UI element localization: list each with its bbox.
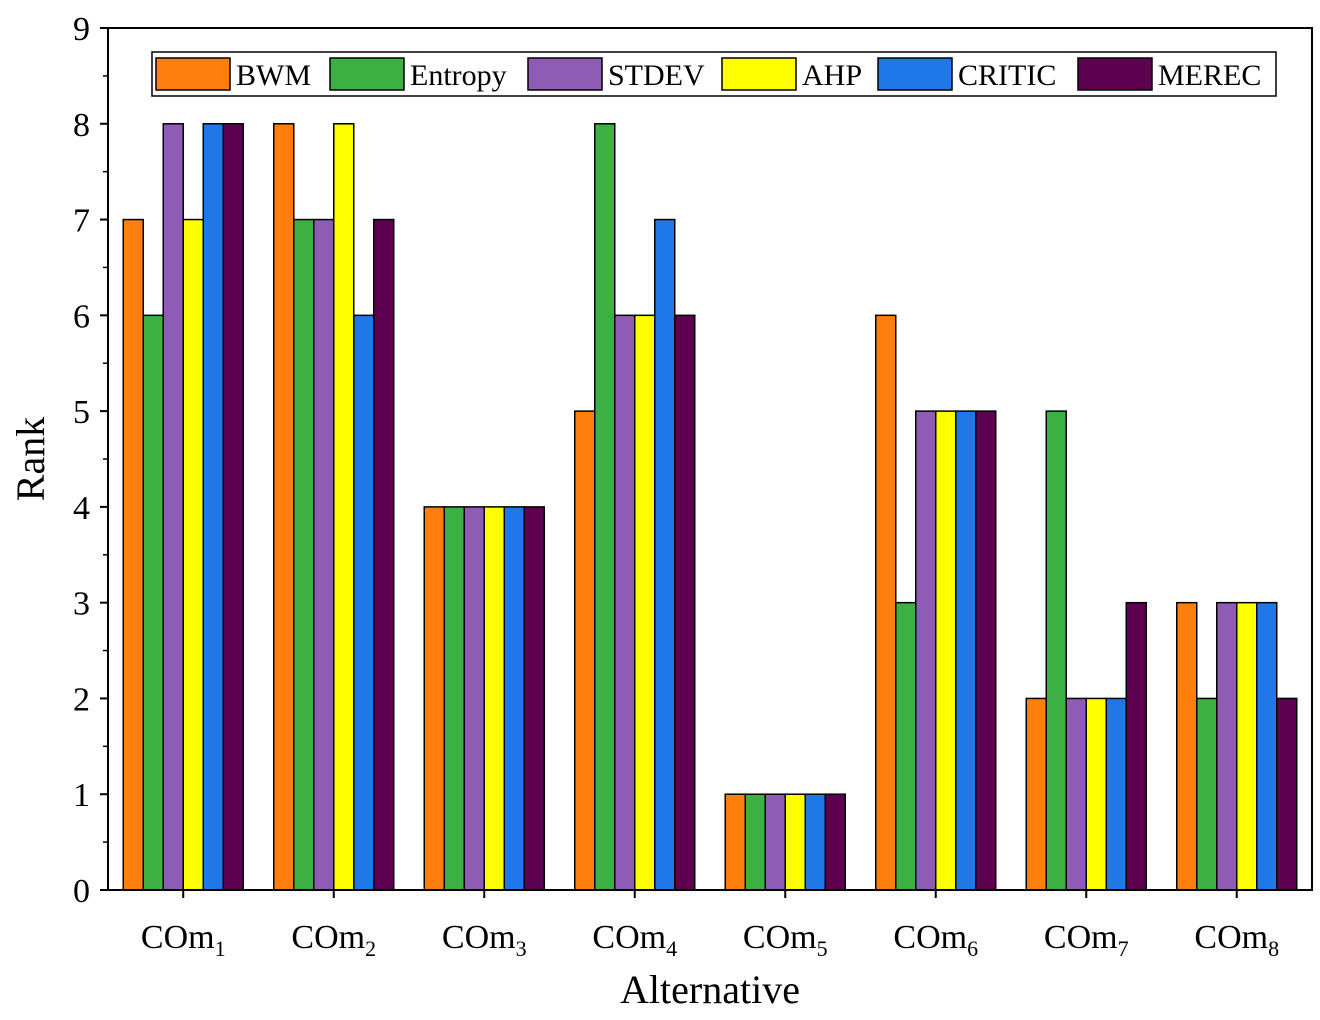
bar-merec-com1 [222, 123, 244, 891]
bar-stdev-com1 [162, 123, 184, 891]
x-axis: COm1 COm2 COm3 COm4 COm5 COm6 COm7 COm8 [141, 890, 1279, 961]
bar-ahp-com4 [634, 314, 656, 891]
bar-entropy-com7 [1045, 410, 1067, 891]
bar-stdev-com6 [915, 410, 937, 891]
bar-bwm-com3 [423, 506, 445, 891]
x-tick-label: COm7 [1044, 919, 1129, 961]
bar-bwm-com8 [1176, 601, 1198, 891]
bar-ahp-com6 [935, 410, 957, 891]
bar-critic-com1 [202, 123, 224, 891]
bar-critic-com2 [353, 314, 375, 891]
y-tick-label: 0 [73, 873, 90, 910]
y-axis: 0 1 2 3 4 5 6 7 8 9 [73, 11, 108, 910]
legend-label-bwm: BWM [236, 59, 311, 92]
legend-label-ahp: AHP [802, 59, 862, 92]
bar-bwm-com2 [273, 123, 295, 891]
bar-entropy-com5 [744, 793, 766, 891]
x-tick-label: COm6 [893, 919, 978, 961]
bar-bwm-com4 [574, 410, 596, 891]
bar-merec-com3 [523, 506, 545, 891]
y-tick-label: 9 [73, 11, 90, 48]
legend-label-merec: MEREC [1158, 59, 1261, 92]
bar-merec-com4 [674, 314, 696, 891]
bar-bwm-com6 [875, 314, 897, 891]
y-tick-label: 1 [73, 777, 90, 814]
legend-swatch-merec [1077, 57, 1153, 91]
bar-critic-com4 [654, 218, 676, 891]
legend-label-entropy: Entropy [410, 59, 507, 92]
bar-merec-com5 [824, 793, 846, 891]
bar-stdev-com4 [614, 314, 636, 891]
legend-swatch-ahp [721, 57, 797, 91]
bar-critic-com6 [955, 410, 977, 891]
x-tick-label: COm4 [592, 919, 677, 961]
bar-merec-com6 [975, 410, 997, 891]
bar-bwm-com7 [1025, 697, 1047, 891]
bar-ahp-com1 [182, 218, 204, 891]
bar-ahp-com2 [333, 123, 355, 891]
y-tick-label: 3 [73, 586, 90, 623]
y-tick-label: 4 [73, 490, 90, 527]
bar-ahp-com5 [784, 793, 806, 891]
bar-critic-com8 [1256, 601, 1278, 891]
x-axis-title: Alternative [620, 967, 800, 1012]
y-tick-label: 5 [73, 394, 90, 431]
bar-entropy-com8 [1196, 697, 1218, 891]
bar-entropy-com6 [895, 601, 917, 891]
y-axis-title: Rank [8, 417, 53, 501]
bar-entropy-com1 [142, 314, 164, 891]
legend-swatch-entropy [329, 57, 405, 91]
bar-critic-com7 [1105, 697, 1127, 891]
bar-stdev-com7 [1065, 697, 1087, 891]
x-tick-label: COm1 [141, 919, 226, 961]
bar-merec-com7 [1125, 601, 1147, 891]
bar-stdev-com2 [313, 218, 335, 891]
x-tick-label: COm5 [743, 919, 828, 961]
legend-swatch-critic [877, 57, 953, 91]
bar-entropy-com2 [293, 218, 315, 891]
x-tick-label: COm8 [1194, 919, 1279, 961]
bar-stdev-com5 [764, 793, 786, 891]
legend-swatch-bwm [155, 57, 231, 91]
bar-critic-com5 [804, 793, 826, 891]
bar-ahp-com7 [1085, 697, 1107, 891]
legend-label-critic: CRITIC [958, 59, 1056, 92]
x-tick-label: COm3 [442, 919, 527, 961]
y-tick-label: 7 [73, 203, 90, 240]
bars-layer [122, 123, 1298, 891]
y-tick-label: 2 [73, 681, 90, 718]
x-tick-label: COm2 [291, 919, 376, 961]
bar-stdev-com8 [1216, 601, 1238, 891]
bar-critic-com3 [503, 506, 525, 891]
bar-bwm-com5 [724, 793, 746, 891]
legend: BWM Entropy STDEV AHP CRITIC MEREC [151, 51, 1277, 97]
bar-entropy-com4 [594, 123, 616, 891]
legend-swatch-stdev [527, 57, 603, 91]
bar-merec-com2 [373, 218, 395, 891]
y-tick-label: 8 [73, 107, 90, 144]
bar-merec-com8 [1276, 697, 1298, 891]
bar-stdev-com3 [463, 506, 485, 891]
bar-ahp-com8 [1236, 601, 1258, 891]
bar-bwm-com1 [122, 218, 144, 891]
legend-label-stdev: STDEV [608, 59, 705, 92]
bar-entropy-com3 [443, 506, 465, 891]
bar-ahp-com3 [483, 506, 505, 891]
y-tick-label: 6 [73, 298, 90, 335]
